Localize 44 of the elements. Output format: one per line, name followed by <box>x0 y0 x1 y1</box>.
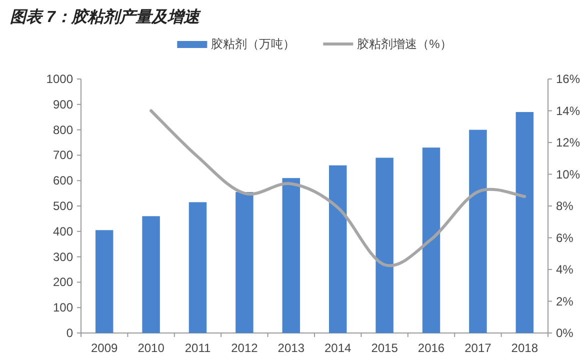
bar <box>142 216 160 333</box>
y-tick-label: 800 <box>52 122 74 137</box>
y-tick-label: 0 <box>66 326 74 340</box>
x-tick-label: 2012 <box>231 341 258 355</box>
x-tick-label: 2015 <box>371 341 398 355</box>
chart-title: 图表 7：胶粘剂产量及增速 <box>10 7 202 26</box>
bar <box>516 112 534 333</box>
bar <box>188 202 207 333</box>
x-tick-label: 2013 <box>278 341 305 355</box>
bar <box>95 230 114 333</box>
y2-tick-label: 0% <box>556 326 574 340</box>
x-tick-label: 2010 <box>138 341 165 355</box>
y-tick-label: 900 <box>52 97 74 112</box>
y-tick-label: 500 <box>52 199 74 213</box>
line-series <box>150 109 526 268</box>
bar <box>422 148 440 333</box>
y2-tick-label: 6% <box>556 230 574 245</box>
legend-label: 胶粘剂（万吨） <box>211 37 296 51</box>
y2-tick-label: 14% <box>556 104 580 118</box>
x-tick-label: 2009 <box>91 341 118 355</box>
x-tick-label: 2017 <box>464 341 492 355</box>
y-tick-label: 700 <box>52 148 74 162</box>
bar <box>469 130 487 333</box>
bar <box>328 165 347 333</box>
y-tick-label: 200 <box>52 275 74 290</box>
x-tick-label: 2011 <box>184 341 211 355</box>
y2-tick-label: 8% <box>556 199 574 213</box>
bar <box>236 192 254 333</box>
x-tick-label: 2016 <box>418 341 445 355</box>
bar <box>376 158 394 333</box>
x-tick-label: 2018 <box>511 341 538 355</box>
y-tick-label: 400 <box>52 224 74 238</box>
y-tick-label: 600 <box>52 174 74 188</box>
x-tick-label: 2014 <box>324 341 352 355</box>
y2-tick-label: 4% <box>556 262 574 276</box>
legend-label: 胶粘剂增速（%） <box>357 37 452 51</box>
y-tick-label: 1000 <box>46 72 74 86</box>
y-tick-label: 100 <box>52 300 74 315</box>
y2-tick-label: 10% <box>556 167 580 182</box>
y2-tick-label: 12% <box>556 136 580 150</box>
bar <box>282 178 300 333</box>
y-tick-label: 300 <box>52 250 74 264</box>
y2-tick-label: 16% <box>556 72 580 86</box>
y2-tick-label: 2% <box>556 294 574 308</box>
